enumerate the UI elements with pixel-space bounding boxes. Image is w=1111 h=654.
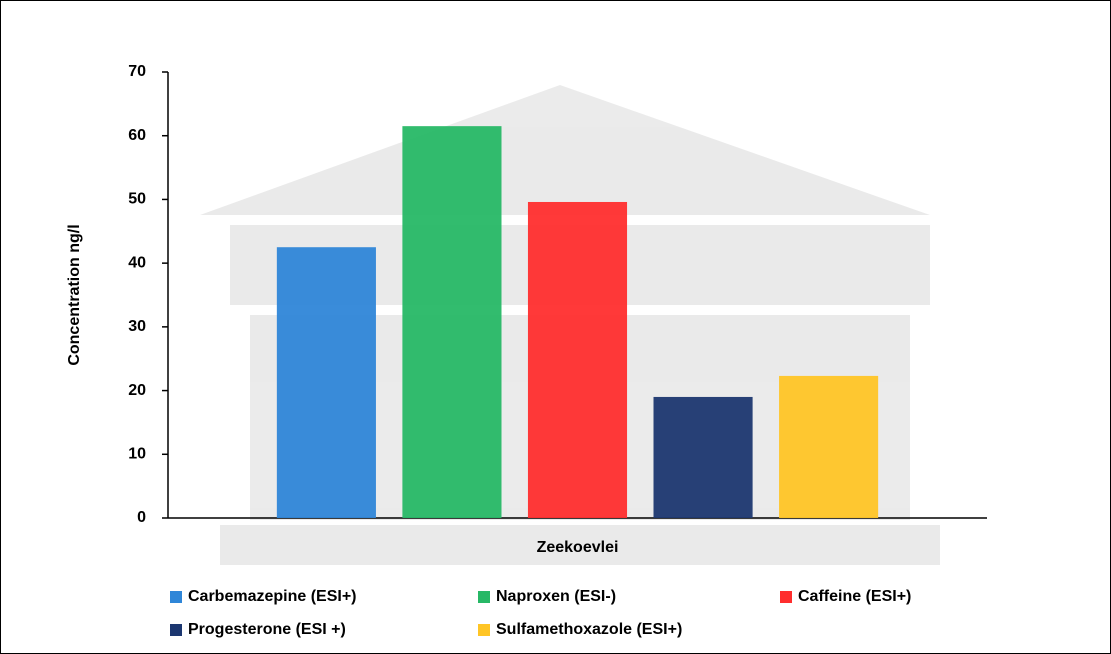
legend-label: Sulfamethoxazole (ESI+) <box>496 621 682 638</box>
bar <box>779 376 878 518</box>
legend-label: Caffeine (ESI+) <box>798 588 911 605</box>
legend-swatch <box>780 591 792 603</box>
y-axis-label: Concentration ng/l <box>66 224 83 365</box>
legend-label: Progesterone (ESI +) <box>188 621 346 638</box>
legend-label: Naproxen (ESI-) <box>496 588 616 605</box>
legend-swatch <box>170 624 182 636</box>
y-tick-label: 60 <box>128 127 146 144</box>
x-tick-label: Zeekoevlei <box>537 539 619 556</box>
y-tick-label: 50 <box>128 191 146 208</box>
bar <box>402 126 501 518</box>
y-tick-label: 0 <box>137 509 146 526</box>
y-tick-label: 30 <box>128 318 146 335</box>
y-tick-label: 40 <box>128 254 146 271</box>
legend-swatch <box>478 624 490 636</box>
legend-swatch <box>170 591 182 603</box>
bar <box>654 397 753 518</box>
bar <box>528 202 627 518</box>
legend-swatch <box>478 591 490 603</box>
y-tick-label: 10 <box>128 446 146 463</box>
y-tick-label: 70 <box>128 63 146 80</box>
chart: Concentration ng/l 0 10 20 30 40 50 60 70 Zeekoe… <box>0 0 1111 654</box>
y-tick-label: 20 <box>128 382 146 399</box>
legend-label: Carbemazepine (ESI+) <box>188 588 357 605</box>
page: {"chart_data": {"type": "bar", "y_label"… <box>0 0 1111 654</box>
bar <box>277 247 376 518</box>
